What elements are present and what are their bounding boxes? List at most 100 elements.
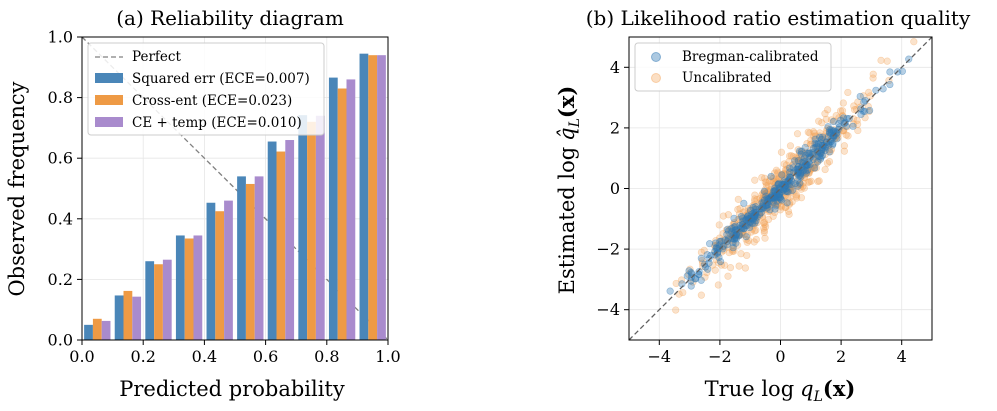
bregman-point bbox=[745, 215, 753, 223]
bregman-point bbox=[750, 208, 758, 217]
uncalibrated-point bbox=[822, 129, 830, 138]
uncalibrated-point bbox=[835, 114, 843, 122]
bregman-point bbox=[739, 217, 747, 225]
x-label-symbol: q bbox=[800, 377, 813, 401]
uncalibrated-point bbox=[772, 184, 780, 192]
uncalibrated-point bbox=[784, 188, 792, 196]
uncalibrated-point bbox=[861, 114, 869, 122]
uncalibrated-point bbox=[744, 215, 752, 223]
uncalibrated-point bbox=[795, 156, 803, 164]
uncalibrated-point bbox=[771, 196, 779, 204]
uncalibrated-point bbox=[761, 194, 769, 202]
uncalibrated-point bbox=[830, 132, 839, 140]
uncalibrated-point bbox=[801, 174, 809, 182]
uncalibrated-point bbox=[742, 221, 750, 229]
uncalibrated-point bbox=[729, 220, 737, 228]
uncalibrated-point bbox=[850, 106, 859, 114]
bregman-point bbox=[731, 232, 739, 240]
bregman-point bbox=[760, 196, 769, 204]
bregman-point bbox=[687, 282, 695, 290]
uncalibrated-point bbox=[742, 235, 750, 243]
uncalibrated-point bbox=[801, 168, 809, 177]
bregman-point bbox=[789, 164, 797, 172]
bregman-point bbox=[830, 132, 838, 140]
scatter-x-axis-label: True log qL(x) bbox=[705, 376, 856, 405]
legend-bregman-marker bbox=[651, 52, 661, 62]
uncalibrated-point bbox=[826, 148, 834, 156]
uncalibrated-point bbox=[764, 215, 773, 224]
bregman-point bbox=[825, 148, 833, 156]
legend-perfect-label: Perfect bbox=[132, 49, 181, 65]
bregman-point bbox=[752, 202, 760, 211]
uncalibrated-point bbox=[734, 216, 742, 224]
uncalibrated-point bbox=[793, 130, 802, 138]
uncalibrated-point bbox=[780, 170, 789, 178]
uncalibrated-point bbox=[741, 207, 749, 215]
bregman-point bbox=[815, 152, 824, 161]
bregman-point bbox=[774, 180, 783, 189]
uncalibrated-point bbox=[794, 146, 802, 154]
bregman-point bbox=[813, 140, 821, 148]
uncalibrated-point bbox=[729, 226, 737, 235]
bregman-point bbox=[830, 127, 838, 135]
bregman-point bbox=[769, 187, 778, 195]
y-tick-label: −4 bbox=[596, 300, 620, 319]
ce-temp-bar bbox=[132, 296, 142, 340]
legend-squared-err-label: Squared err (ECE=0.007) bbox=[132, 71, 310, 87]
legend-cross-ent-label: Cross-ent (ECE=0.023) bbox=[132, 93, 292, 109]
bregman-point bbox=[829, 117, 837, 126]
uncalibrated-point bbox=[850, 102, 858, 110]
bregman-point bbox=[695, 268, 703, 276]
uncalibrated-point bbox=[794, 181, 802, 189]
uncalibrated-point bbox=[784, 194, 792, 202]
bregman-point bbox=[807, 153, 815, 161]
bregman-point bbox=[786, 168, 794, 176]
uncalibrated-point bbox=[854, 126, 862, 135]
bregman-point bbox=[738, 224, 746, 232]
bregman-point bbox=[861, 107, 869, 115]
uncalibrated-point bbox=[789, 185, 798, 193]
bregman-point bbox=[817, 149, 825, 157]
uncalibrated-point bbox=[810, 135, 818, 143]
uncalibrated-point bbox=[819, 135, 827, 144]
y-tick-label: −2 bbox=[596, 240, 620, 259]
uncalibrated-point bbox=[791, 180, 799, 188]
uncalibrated-point bbox=[769, 174, 777, 182]
uncalibrated-point bbox=[752, 226, 760, 234]
uncalibrated-point bbox=[869, 70, 877, 78]
y-tick-label: 1.0 bbox=[48, 28, 73, 47]
uncalibrated-point bbox=[803, 139, 811, 148]
uncalibrated-point bbox=[757, 208, 766, 216]
uncalibrated-point bbox=[760, 191, 768, 199]
uncalibrated-point bbox=[672, 279, 680, 288]
ce-temp-bar bbox=[377, 55, 386, 341]
uncalibrated-point bbox=[784, 207, 793, 215]
uncalibrated-point bbox=[781, 166, 790, 174]
uncalibrated-point bbox=[773, 201, 781, 209]
uncalibrated-point bbox=[774, 170, 782, 178]
bregman-point bbox=[755, 210, 764, 218]
uncalibrated-point bbox=[760, 227, 768, 235]
bregman-point bbox=[744, 212, 752, 220]
uncalibrated-point bbox=[724, 243, 732, 252]
uncalibrated-point bbox=[799, 149, 807, 157]
ce-temp-bar bbox=[101, 320, 111, 340]
uncalibrated-point bbox=[799, 182, 807, 191]
uncalibrated-point bbox=[719, 246, 728, 255]
uncalibrated-point bbox=[823, 124, 832, 132]
uncalibrated-point bbox=[712, 255, 720, 264]
bregman-point bbox=[783, 199, 791, 207]
uncalibrated-point bbox=[788, 198, 796, 206]
bregman-point bbox=[805, 149, 813, 157]
scatter-legend: Bregman-calibrated Uncalibrated bbox=[634, 42, 832, 92]
uncalibrated-point bbox=[807, 165, 815, 173]
uncalibrated-point bbox=[764, 208, 772, 216]
bregman-point bbox=[796, 147, 804, 155]
bregman-point bbox=[775, 184, 783, 192]
uncalibrated-point bbox=[840, 142, 849, 150]
uncalibrated-point bbox=[716, 234, 724, 242]
uncalibrated-point bbox=[826, 129, 834, 138]
uncalibrated-point bbox=[756, 194, 764, 203]
bregman-point bbox=[802, 167, 810, 175]
reliability-plot-frame bbox=[81, 36, 389, 341]
